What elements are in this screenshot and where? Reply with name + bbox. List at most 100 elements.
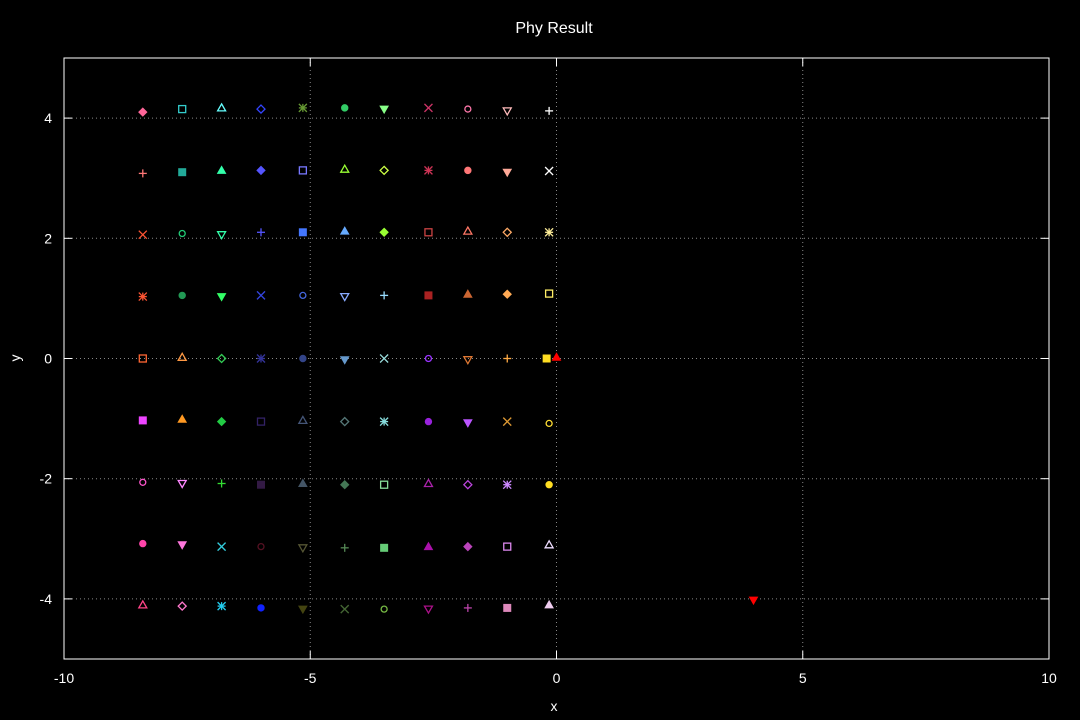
data-point (257, 604, 265, 612)
data-point (138, 354, 147, 363)
data-point (138, 107, 148, 117)
data-point (177, 479, 188, 489)
data-point (257, 542, 265, 551)
data-point (298, 103, 308, 113)
data-point (216, 102, 227, 112)
data-point (502, 417, 512, 427)
data-point (256, 104, 266, 115)
data-point (379, 417, 389, 427)
data-point (137, 599, 148, 609)
data-point (464, 105, 472, 113)
chart-title: Phy Result (515, 20, 593, 37)
data-point (423, 165, 433, 175)
data-point (423, 541, 434, 551)
y-tick-label: 4 (44, 110, 52, 126)
data-point (379, 480, 389, 489)
data-point (424, 228, 433, 237)
data-point (216, 231, 227, 241)
data-point (424, 291, 433, 300)
data-point (216, 353, 227, 364)
data-points (137, 102, 759, 615)
data-point (217, 601, 227, 611)
data-point (503, 603, 512, 612)
data-point (545, 106, 554, 115)
data-point (543, 539, 555, 549)
data-point (339, 163, 350, 173)
data-point (216, 416, 227, 427)
data-point (177, 601, 188, 612)
data-point (423, 605, 434, 615)
y-tick-label: 0 (44, 351, 52, 367)
data-point (256, 165, 266, 176)
data-point (257, 228, 265, 237)
data-point (503, 354, 512, 363)
data-point (341, 104, 349, 112)
data-point (544, 166, 554, 176)
data-point (379, 227, 389, 237)
data-point (216, 293, 227, 302)
data-point (379, 105, 389, 115)
data-point (298, 478, 308, 488)
data-point (379, 354, 389, 363)
data-point (544, 599, 554, 609)
data-point (423, 478, 434, 488)
data-point (299, 291, 307, 300)
data-point (380, 291, 389, 300)
data-point (502, 168, 513, 178)
data-point (178, 291, 186, 300)
data-point (177, 414, 188, 423)
data-point (299, 354, 307, 363)
data-point (380, 543, 389, 552)
data-point (462, 225, 473, 235)
data-point (177, 351, 188, 361)
data-point (217, 479, 226, 488)
data-point (339, 292, 350, 302)
data-point (424, 417, 433, 426)
data-point (139, 478, 147, 486)
data-point (297, 415, 308, 425)
data-point (138, 169, 147, 178)
y-tick-label: -2 (40, 471, 53, 487)
data-point (297, 544, 308, 554)
data-point (178, 168, 187, 177)
data-point (545, 481, 553, 489)
x-tick-label: 10 (1041, 670, 1057, 686)
y-axis-label: y (7, 355, 23, 362)
data-point (463, 603, 472, 612)
data-point (256, 354, 266, 363)
data-point (138, 230, 148, 240)
data-point (298, 166, 308, 175)
data-point (216, 165, 227, 174)
x-tick-label: -5 (304, 670, 317, 686)
data-point (542, 354, 551, 363)
data-point (545, 419, 553, 428)
data-point (298, 605, 308, 615)
data-point (340, 480, 350, 490)
data-point (298, 228, 307, 237)
data-point (256, 417, 266, 426)
data-point (502, 289, 512, 299)
data-point (139, 539, 147, 548)
data-point (464, 166, 472, 175)
data-point (502, 480, 512, 490)
x-axis-label: x (551, 698, 558, 714)
data-point (178, 104, 187, 114)
data-point (379, 165, 390, 176)
data-point (256, 290, 266, 300)
x-tick-label: 0 (553, 670, 561, 686)
y-tick-label: -4 (40, 591, 53, 607)
x-tick-label: 5 (799, 670, 807, 686)
data-point (462, 419, 473, 428)
data-point (257, 480, 265, 489)
data-point (462, 356, 473, 366)
x-tick-label: -10 (54, 670, 74, 686)
data-point (340, 604, 350, 614)
data-point (462, 289, 473, 298)
data-point (138, 292, 148, 302)
data-point (551, 352, 562, 361)
data-point (503, 542, 512, 551)
data-point (178, 229, 186, 238)
tick-labels: -10 -5 0 5 10 -4 -2 0 2 4 (40, 110, 1057, 686)
